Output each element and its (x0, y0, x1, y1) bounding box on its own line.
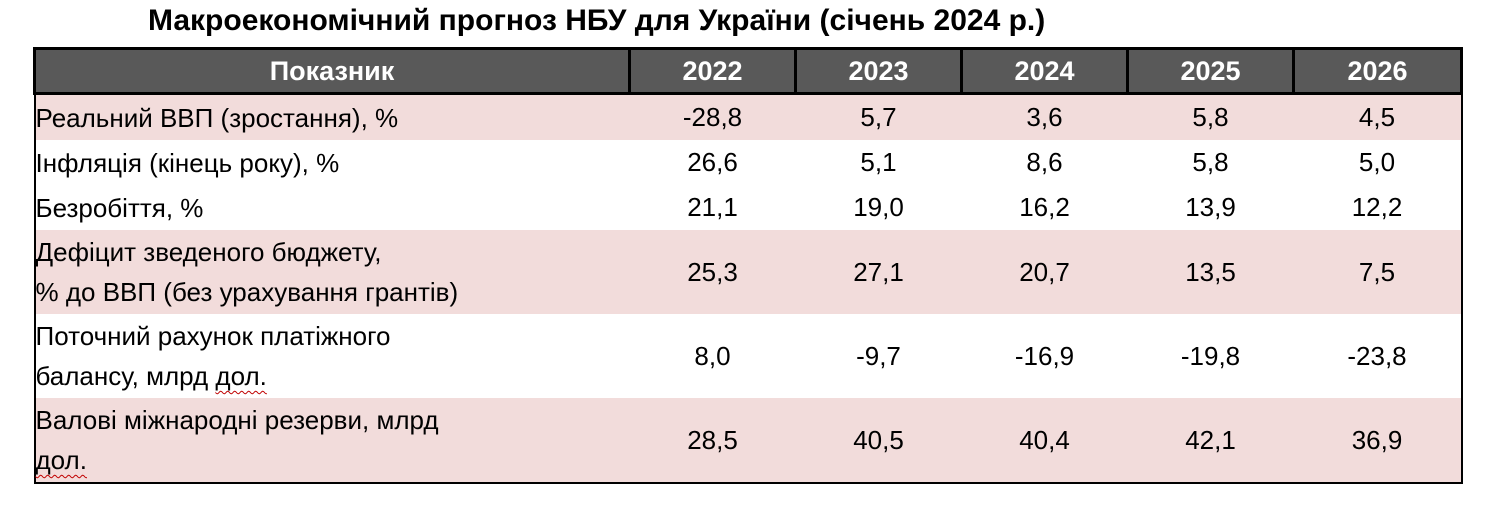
misspelled-word: дол. (35, 445, 87, 475)
misspelled-word: дол. (215, 361, 267, 391)
cell-value: -23,8 (1293, 314, 1462, 398)
cell-value: 7,5 (1293, 230, 1462, 314)
cell-value: 42,1 (1127, 398, 1294, 483)
cell-value: 8,0 (629, 314, 796, 398)
table-row-gross-reserves: Валові міжнародні резерви, млрд дол. 28,… (34, 398, 1462, 483)
cell-value: 25,3 (629, 230, 796, 314)
row-label: Реальний ВВП (зростання), % (34, 93, 630, 140)
cell-value: 28,5 (629, 398, 796, 483)
cell-value: 8,6 (961, 140, 1128, 185)
table-row-current-account: Поточний рахунок платіжного балансу, млр… (34, 314, 1462, 398)
cell-value: -19,8 (1127, 314, 1294, 398)
cell-value: 27,1 (795, 230, 962, 314)
column-header-year-2026: 2026 (1292, 47, 1463, 95)
table-row-budget-deficit: Дефіцит зведеного бюджету, % до ВВП (без… (34, 230, 1462, 314)
column-header-year-2023: 2023 (794, 47, 963, 95)
cell-value: 12,2 (1293, 185, 1462, 230)
cell-value: 16,2 (961, 185, 1128, 230)
row-label: Інфляція (кінець року), % (34, 140, 630, 185)
cell-value: 5,1 (795, 140, 962, 185)
column-header-year-2025: 2025 (1126, 47, 1295, 95)
cell-value: 5,7 (795, 93, 962, 140)
cell-value: 5,0 (1293, 140, 1462, 185)
table-row-real-gdp: Реальний ВВП (зростання), % -28,8 5,7 3,… (34, 93, 1462, 140)
cell-value: 40,4 (961, 398, 1128, 483)
row-label-line: балансу, млрд дол. (36, 356, 630, 396)
row-label: Валові міжнародні резерви, млрд дол. (34, 398, 630, 483)
row-label-line: Дефіцит зведеного бюджету, (35, 237, 382, 267)
cell-value: 5,8 (1127, 140, 1294, 185)
cell-value: 21,1 (629, 185, 796, 230)
cell-value: 13,9 (1127, 185, 1294, 230)
cell-value: 19,0 (795, 185, 962, 230)
row-label-line: % до ВВП (без урахування грантів) (35, 277, 459, 307)
cell-value: 13,5 (1127, 230, 1294, 314)
cell-value: 5,8 (1127, 93, 1294, 140)
table-row-unemployment: Безробіття, % 21,1 19,0 16,2 13,9 12,2 (34, 185, 1462, 230)
cell-value: -16,9 (961, 314, 1128, 398)
row-label-line: Валові міжнародні резерви, млрд (35, 405, 439, 435)
cell-value: 36,9 (1293, 398, 1462, 483)
column-header-year-2022: 2022 (628, 47, 797, 95)
column-header-year-2024: 2024 (960, 47, 1129, 95)
cell-value: 4,5 (1293, 93, 1462, 140)
cell-value: 3,6 (961, 93, 1128, 140)
cell-value: -9,7 (795, 314, 962, 398)
table-row-inflation: Інфляція (кінець року), % 26,6 5,1 8,6 5… (34, 140, 1462, 185)
row-label-line: Поточний рахунок платіжного (35, 321, 391, 351)
row-label: Поточний рахунок платіжного балансу, млр… (34, 314, 630, 398)
column-header-indicator: Показник (33, 47, 631, 95)
cell-value: 40,5 (795, 398, 962, 483)
row-label: Дефіцит зведеного бюджету, % до ВВП (без… (34, 230, 630, 314)
row-label-line: дол. (36, 440, 630, 480)
cell-value: 26,6 (629, 140, 796, 185)
cell-value: 20,7 (961, 230, 1128, 314)
row-label-text: балансу, млрд (35, 361, 216, 391)
cell-value: -28,8 (629, 93, 796, 140)
table-title: Макроекономічний прогноз НБУ для України… (148, 4, 1046, 37)
header-row: Показник 2022 2023 2024 2025 2026 (33, 47, 1463, 95)
forecast-table: Показник 2022 2023 2024 2025 2026 Реальн… (33, 47, 1463, 484)
row-label: Безробіття, % (34, 185, 630, 230)
